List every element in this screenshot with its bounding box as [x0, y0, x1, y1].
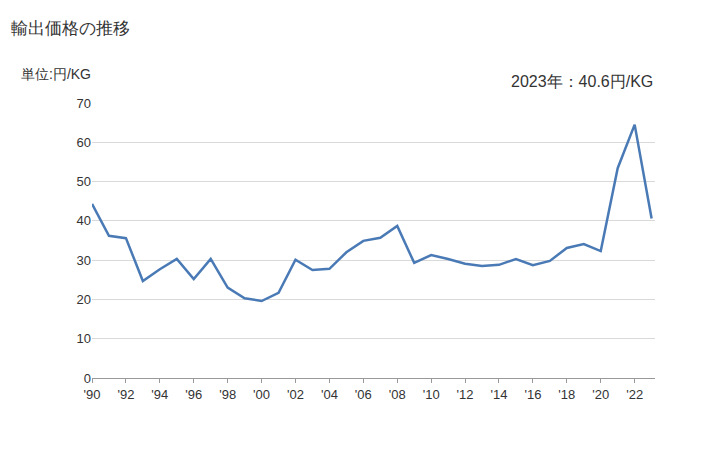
svg-text:30: 30 [77, 253, 91, 268]
svg-text:'90: '90 [84, 387, 101, 402]
svg-text:'08: '08 [389, 387, 406, 402]
svg-text:'06: '06 [355, 387, 372, 402]
svg-text:'18: '18 [558, 387, 575, 402]
svg-text:'12: '12 [457, 387, 474, 402]
svg-text:輸出価格の推移: 輸出価格の推移 [11, 19, 130, 38]
svg-text:'00: '00 [253, 387, 270, 402]
svg-text:40: 40 [77, 213, 91, 228]
svg-text:2023年：40.6円/KG: 2023年：40.6円/KG [511, 73, 653, 90]
svg-text:'92: '92 [117, 387, 134, 402]
svg-text:'02: '02 [287, 387, 304, 402]
svg-text:'94: '94 [151, 387, 168, 402]
svg-text:'04: '04 [321, 387, 338, 402]
svg-text:'22: '22 [626, 387, 643, 402]
svg-text:'98: '98 [219, 387, 236, 402]
svg-text:'20: '20 [592, 387, 609, 402]
svg-text:20: 20 [77, 292, 91, 307]
svg-text:単位:円/KG: 単位:円/KG [21, 66, 91, 82]
svg-text:'14: '14 [491, 387, 508, 402]
svg-text:'10: '10 [423, 387, 440, 402]
svg-text:50: 50 [77, 174, 91, 189]
svg-text:'96: '96 [185, 387, 202, 402]
svg-text:60: 60 [77, 135, 91, 150]
svg-text:'16: '16 [524, 387, 541, 402]
svg-text:70: 70 [77, 96, 91, 111]
svg-text:10: 10 [77, 331, 91, 346]
svg-text:0: 0 [84, 371, 91, 386]
